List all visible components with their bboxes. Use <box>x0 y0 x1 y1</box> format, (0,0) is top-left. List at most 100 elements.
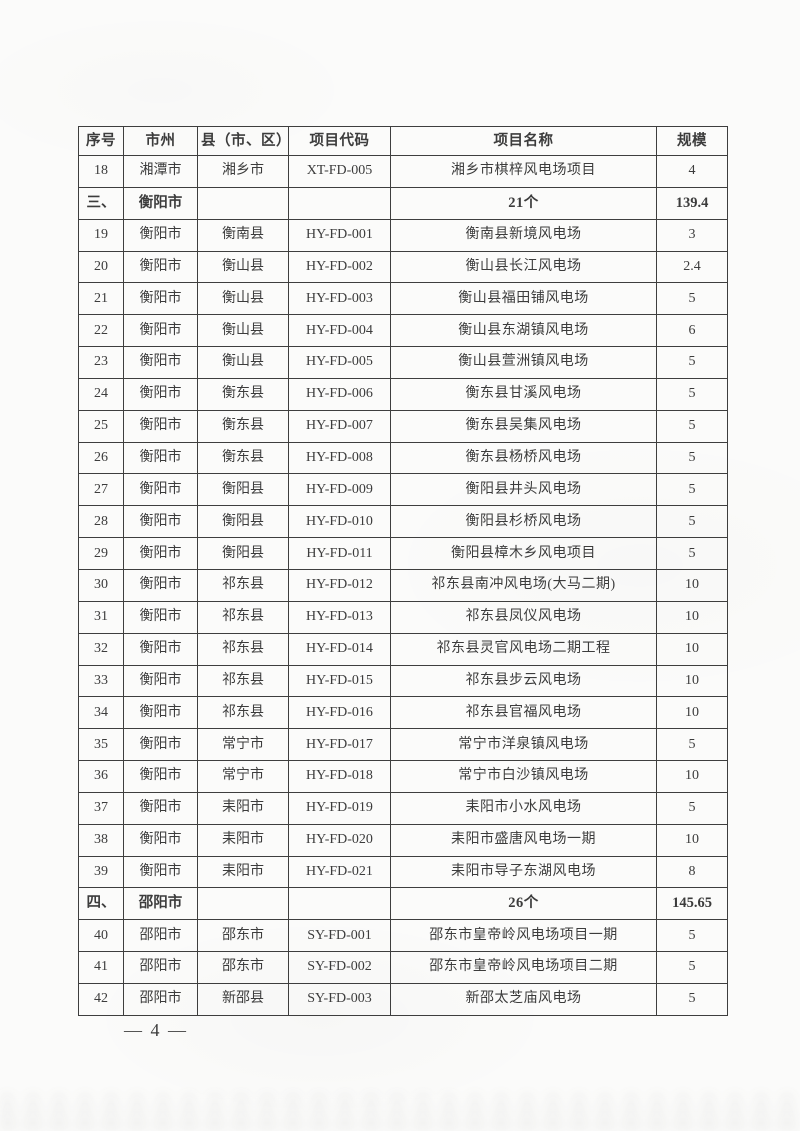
table-row: 41 邵阳市 邵东市 SY-FD-002 邵东市皇帝岭风电场项目二期 5 <box>78 951 728 984</box>
cell-seq: 32 <box>78 632 124 666</box>
table-row: 28 衡阳市 衡阳县 HY-FD-010 衡阳县杉桥风电场 5 <box>78 505 728 539</box>
cell-city: 衡阳市 <box>123 346 198 379</box>
cell-city: 衡阳市 <box>123 823 198 857</box>
cell-scale: 10 <box>656 664 728 698</box>
cell-city: 邵阳市 <box>123 951 198 984</box>
cell-name: 常宁市洋泉镇风电场 <box>390 728 657 762</box>
cell-name: 邵东市皇帝岭风电场项目一期 <box>390 919 657 953</box>
column-header-city: 市州 <box>123 126 198 156</box>
cell-code <box>288 186 391 220</box>
cell-seq: 31 <box>78 600 124 634</box>
cell-seq: 34 <box>78 696 124 730</box>
cell-code: SY-FD-002 <box>288 951 391 984</box>
cell-name: 祁东县南冲风电场(大马二期) <box>390 568 657 602</box>
table-row: 三、 衡阳市 21个 139.4 <box>78 186 728 220</box>
cell-code: HY-FD-011 <box>288 537 391 570</box>
table-row: 24 衡阳市 衡东县 HY-FD-006 衡东县甘溪风电场 5 <box>78 377 728 411</box>
cell-scale: 5 <box>656 728 728 762</box>
cell-name: 邵东市皇帝岭风电场项目二期 <box>390 951 657 984</box>
cell-city: 衡阳市 <box>123 728 198 762</box>
cell-name: 衡山县长江风电场 <box>390 250 657 284</box>
cell-scale: 5 <box>656 951 728 984</box>
cell-county <box>197 186 289 220</box>
table-row: 30 衡阳市 祁东县 HY-FD-012 祁东县南冲风电场(大马二期) 10 <box>78 568 728 602</box>
cell-seq: 35 <box>78 728 124 762</box>
table-row: 31 衡阳市 祁东县 HY-FD-013 祁东县凤仪风电场 10 <box>78 600 728 634</box>
column-header-scale: 规模 <box>656 126 728 156</box>
cell-name: 常宁市白沙镇风电场 <box>390 760 657 793</box>
cell-scale: 10 <box>656 600 728 634</box>
cell-county: 湘乡市 <box>197 155 289 188</box>
cell-city: 衡阳市 <box>123 314 198 348</box>
cell-name: 衡山县福田铺风电场 <box>390 282 657 316</box>
cell-code: HY-FD-015 <box>288 664 391 698</box>
cell-seq: 20 <box>78 250 124 284</box>
cell-name: 衡阳县井头风电场 <box>390 473 657 507</box>
cell-city: 衡阳市 <box>123 377 198 411</box>
cell-code: HY-FD-016 <box>288 696 391 730</box>
cell-county: 祁东县 <box>197 600 289 634</box>
cell-city: 衡阳市 <box>123 855 198 889</box>
cell-city: 邵阳市 <box>123 982 198 1016</box>
cell-seq: 42 <box>78 982 124 1016</box>
cell-name: 祁东县步云风电场 <box>390 664 657 698</box>
cell-seq: 27 <box>78 473 124 507</box>
cell-scale: 5 <box>656 919 728 953</box>
cell-scale: 5 <box>656 282 728 316</box>
cell-name: 衡东县甘溪风电场 <box>390 377 657 411</box>
table-row: 22 衡阳市 衡山县 HY-FD-004 衡山县东湖镇风电场 6 <box>78 314 728 348</box>
cell-city: 衡阳市 <box>123 537 198 570</box>
cell-city: 衡阳市 <box>123 664 198 698</box>
cell-name: 衡山县萱洲镇风电场 <box>390 346 657 379</box>
column-header-county: 县（市、区） <box>197 126 289 156</box>
cell-code: HY-FD-010 <box>288 505 391 539</box>
table-row: 37 衡阳市 耒阳市 HY-FD-019 耒阳市小水风电场 5 <box>78 791 728 825</box>
table-header: 序号 市州 县（市、区） 项目代码 项目名称 规模 <box>78 126 728 156</box>
cell-city: 衡阳市 <box>123 186 198 220</box>
cell-scale: 5 <box>656 409 728 443</box>
cell-scale: 139.4 <box>656 186 728 220</box>
cell-county: 邵东市 <box>197 951 289 984</box>
cell-seq: 41 <box>78 951 124 984</box>
cell-city: 衡阳市 <box>123 473 198 507</box>
cell-scale: 5 <box>656 346 728 379</box>
cell-city: 衡阳市 <box>123 791 198 825</box>
cell-county: 衡东县 <box>197 409 289 443</box>
cell-city: 邵阳市 <box>123 919 198 953</box>
cell-county: 耒阳市 <box>197 855 289 889</box>
cell-scale: 10 <box>656 696 728 730</box>
cell-seq: 29 <box>78 537 124 570</box>
cell-code: HY-FD-005 <box>288 346 391 379</box>
cell-county: 衡阳县 <box>197 505 289 539</box>
cell-county: 衡东县 <box>197 377 289 411</box>
cell-code: HY-FD-006 <box>288 377 391 411</box>
table-row: 39 衡阳市 耒阳市 HY-FD-021 耒阳市导子东湖风电场 8 <box>78 855 728 889</box>
cell-city: 衡阳市 <box>123 409 198 443</box>
cell-scale: 4 <box>656 155 728 188</box>
cell-scale: 5 <box>656 982 728 1016</box>
cell-city: 衡阳市 <box>123 282 198 316</box>
cell-code: HY-FD-002 <box>288 250 391 284</box>
cell-city: 衡阳市 <box>123 568 198 602</box>
cell-name: 衡东县杨桥风电场 <box>390 441 657 475</box>
cell-name: 26个 <box>390 887 657 921</box>
table-body: 18 湘潭市 湘乡市 XT-FD-005 湘乡市棋梓风电场项目 4 三、 衡阳市… <box>78 155 728 1016</box>
cell-name: 衡阳县杉桥风电场 <box>390 505 657 539</box>
cell-county: 常宁市 <box>197 728 289 762</box>
cell-name: 祁东县官福风电场 <box>390 696 657 730</box>
cell-city: 衡阳市 <box>123 760 198 793</box>
table-row: 21 衡阳市 衡山县 HY-FD-003 衡山县福田铺风电场 5 <box>78 282 728 316</box>
cell-scale: 5 <box>656 505 728 539</box>
cell-city: 衡阳市 <box>123 505 198 539</box>
cell-code: HY-FD-012 <box>288 568 391 602</box>
cell-scale: 10 <box>656 823 728 857</box>
cell-seq: 25 <box>78 409 124 443</box>
cell-code: HY-FD-018 <box>288 760 391 793</box>
cell-scale: 2.4 <box>656 250 728 284</box>
column-header-code: 项目代码 <box>288 126 391 156</box>
table-row: 42 邵阳市 新邵县 SY-FD-003 新邵太芝庙风电场 5 <box>78 982 728 1016</box>
cell-scale: 5 <box>656 377 728 411</box>
cell-county: 祁东县 <box>197 568 289 602</box>
cell-code: HY-FD-019 <box>288 791 391 825</box>
cell-seq: 36 <box>78 760 124 793</box>
